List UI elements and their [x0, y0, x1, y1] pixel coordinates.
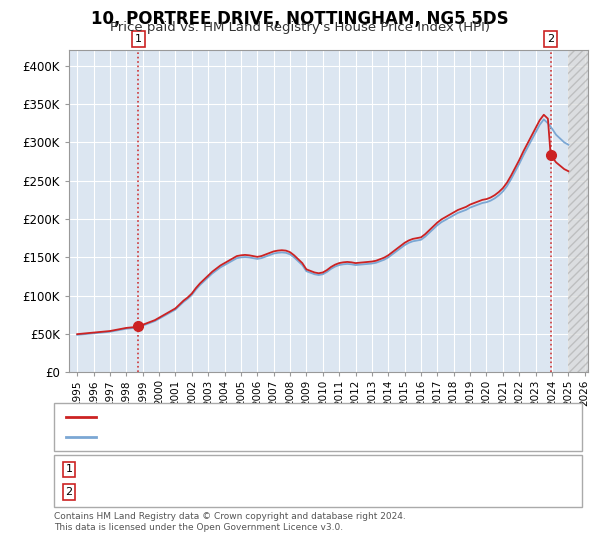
Text: 24-SEP-1998: 24-SEP-1998 [102, 464, 173, 474]
Text: 10, PORTREE DRIVE, NOTTINGHAM, NG5 5DS (detached house): 10, PORTREE DRIVE, NOTTINGHAM, NG5 5DS (… [108, 412, 460, 422]
Text: HPI: Average price, detached house, City of Nottingham: HPI: Average price, detached house, City… [108, 432, 420, 442]
Text: 13% ↓ HPI: 13% ↓ HPI [408, 487, 467, 497]
Bar [568, 50, 588, 372]
Text: £60,000: £60,000 [282, 464, 328, 474]
Text: Contains HM Land Registry data © Crown copyright and database right 2024.
This d: Contains HM Land Registry data © Crown c… [54, 512, 406, 532]
Text: £283,000: £283,000 [282, 487, 335, 497]
Bar [568, 50, 588, 372]
Text: 1: 1 [65, 464, 73, 474]
Text: 2% ↑ HPI: 2% ↑ HPI [408, 464, 461, 474]
Text: 10, PORTREE DRIVE, NOTTINGHAM, NG5 5DS: 10, PORTREE DRIVE, NOTTINGHAM, NG5 5DS [91, 10, 509, 27]
Text: 2: 2 [547, 34, 554, 44]
Text: Price paid vs. HM Land Registry's House Price Index (HPI): Price paid vs. HM Land Registry's House … [110, 21, 490, 34]
Text: 1: 1 [135, 34, 142, 44]
Text: 2: 2 [65, 487, 73, 497]
Text: 30-NOV-2023: 30-NOV-2023 [102, 487, 176, 497]
